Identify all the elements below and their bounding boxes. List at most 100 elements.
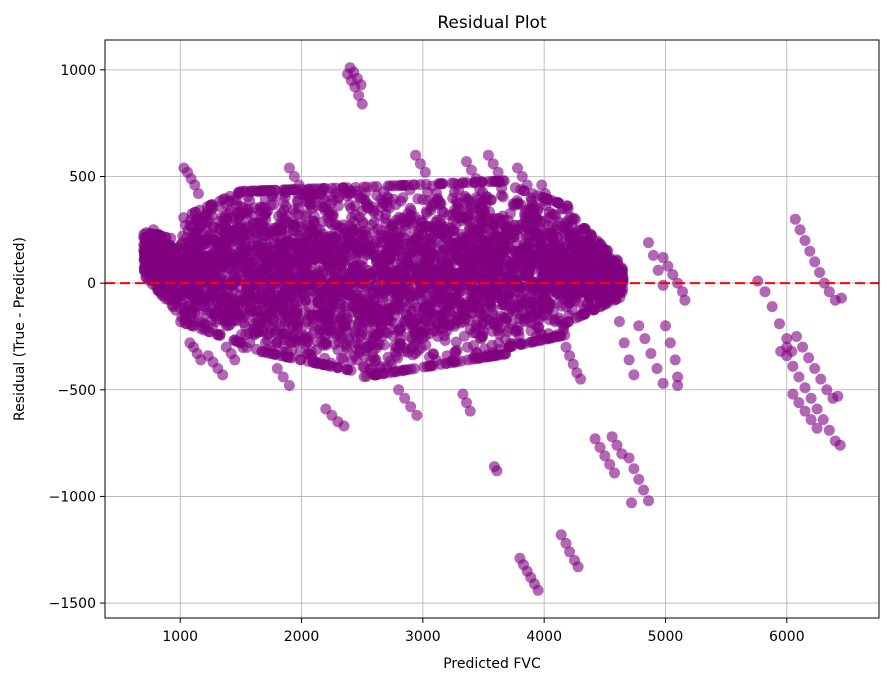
scatter-point xyxy=(261,334,273,346)
scatter-point xyxy=(453,198,465,210)
scatter-point xyxy=(791,331,802,342)
scatter-point xyxy=(235,337,247,349)
scatter-point xyxy=(584,232,596,243)
scatter-point xyxy=(530,211,542,223)
scatter-point xyxy=(475,265,486,277)
scatter-point xyxy=(380,255,392,267)
scatter-point xyxy=(560,341,572,353)
scatter-point xyxy=(470,173,482,185)
scatter-point xyxy=(492,325,504,337)
scatter-point xyxy=(224,292,236,304)
scatter-point xyxy=(432,265,444,277)
scatter-point xyxy=(628,369,640,381)
scatter-point xyxy=(595,239,607,251)
scatter-point xyxy=(805,414,817,426)
scatter-point xyxy=(312,266,324,278)
scatter-point xyxy=(485,269,497,281)
scatter-point xyxy=(148,254,159,266)
scatter-point xyxy=(355,228,367,239)
scatter-point xyxy=(410,149,422,161)
scatter-point xyxy=(606,431,618,443)
scatter-point xyxy=(448,318,460,330)
scatter-point xyxy=(538,236,550,248)
scatter-point xyxy=(217,369,229,381)
scatter-point xyxy=(308,215,320,227)
scatter-point xyxy=(337,353,349,365)
scatter-point xyxy=(547,306,559,318)
scatter-point xyxy=(521,179,533,191)
scatter-point xyxy=(611,439,623,451)
scatter-point xyxy=(367,181,379,193)
scatter-point xyxy=(793,371,805,383)
scatter-point xyxy=(426,297,438,308)
scatter-point xyxy=(294,346,306,358)
scatter-point xyxy=(395,337,406,349)
scatter-point xyxy=(766,301,778,313)
scatter-point xyxy=(538,292,550,304)
scatter-point xyxy=(482,212,493,224)
scatter-point xyxy=(527,238,539,250)
scatter-point xyxy=(449,346,461,358)
scatter-point xyxy=(364,241,376,253)
scatter-point xyxy=(310,243,322,254)
scatter-point xyxy=(277,212,289,224)
scatter-point xyxy=(502,276,514,288)
scatter-point xyxy=(431,244,443,255)
x-tick-label: 5000 xyxy=(648,629,684,645)
scatter-point xyxy=(633,320,645,332)
scatter-point xyxy=(566,261,578,273)
scatter-point xyxy=(270,316,282,328)
scatter-point xyxy=(288,299,300,311)
scatter-point xyxy=(604,458,616,470)
scatter-point xyxy=(287,239,299,251)
x-tick-label: 4000 xyxy=(526,629,562,645)
scatter-point xyxy=(651,363,663,374)
scatter-point xyxy=(371,286,383,298)
scatter-point xyxy=(317,216,329,227)
scatter-point xyxy=(276,242,288,254)
scatter-point xyxy=(182,251,194,263)
scatter-point xyxy=(811,422,823,434)
scatter-point xyxy=(236,329,247,341)
scatter-point xyxy=(667,269,679,281)
scatter-point xyxy=(797,341,809,353)
scatter-point xyxy=(335,260,347,272)
scatter-point xyxy=(589,433,601,445)
scatter-point xyxy=(405,401,417,413)
scatter-point xyxy=(218,213,230,224)
scatter-point xyxy=(587,248,599,260)
scatter-point xyxy=(652,264,664,276)
scatter-point xyxy=(679,294,691,306)
scatter-point xyxy=(545,256,557,267)
scatter-point xyxy=(564,231,576,243)
scatter-point xyxy=(482,149,494,161)
scatter-point xyxy=(508,200,520,212)
x-tick-label: 1000 xyxy=(162,629,198,645)
scatter-point xyxy=(338,231,350,243)
scatter-point xyxy=(379,367,391,379)
scatter-point xyxy=(821,384,833,396)
scatter-point xyxy=(452,292,464,304)
scatter-point xyxy=(349,200,361,212)
scatter-point xyxy=(804,245,816,257)
scatter-point xyxy=(273,293,285,305)
scatter-point xyxy=(339,309,351,321)
scatter-point xyxy=(357,216,369,228)
scatter-point xyxy=(311,336,323,348)
scatter-point xyxy=(147,278,159,290)
scatter-point xyxy=(672,371,684,383)
scatter-point xyxy=(301,314,313,325)
scatter-point xyxy=(406,332,418,344)
scatter-point xyxy=(577,281,589,293)
scatter-point xyxy=(250,343,262,355)
scatter-point xyxy=(205,199,217,211)
scatter-point xyxy=(241,207,252,219)
scatter-point xyxy=(515,338,527,350)
scatter-point xyxy=(347,258,359,270)
scatter-point xyxy=(422,255,434,267)
scatter-point xyxy=(332,200,344,212)
scatter-point xyxy=(411,409,423,421)
scatter-point xyxy=(536,179,548,191)
scatter-point xyxy=(526,195,538,206)
scatter-point xyxy=(305,199,317,211)
